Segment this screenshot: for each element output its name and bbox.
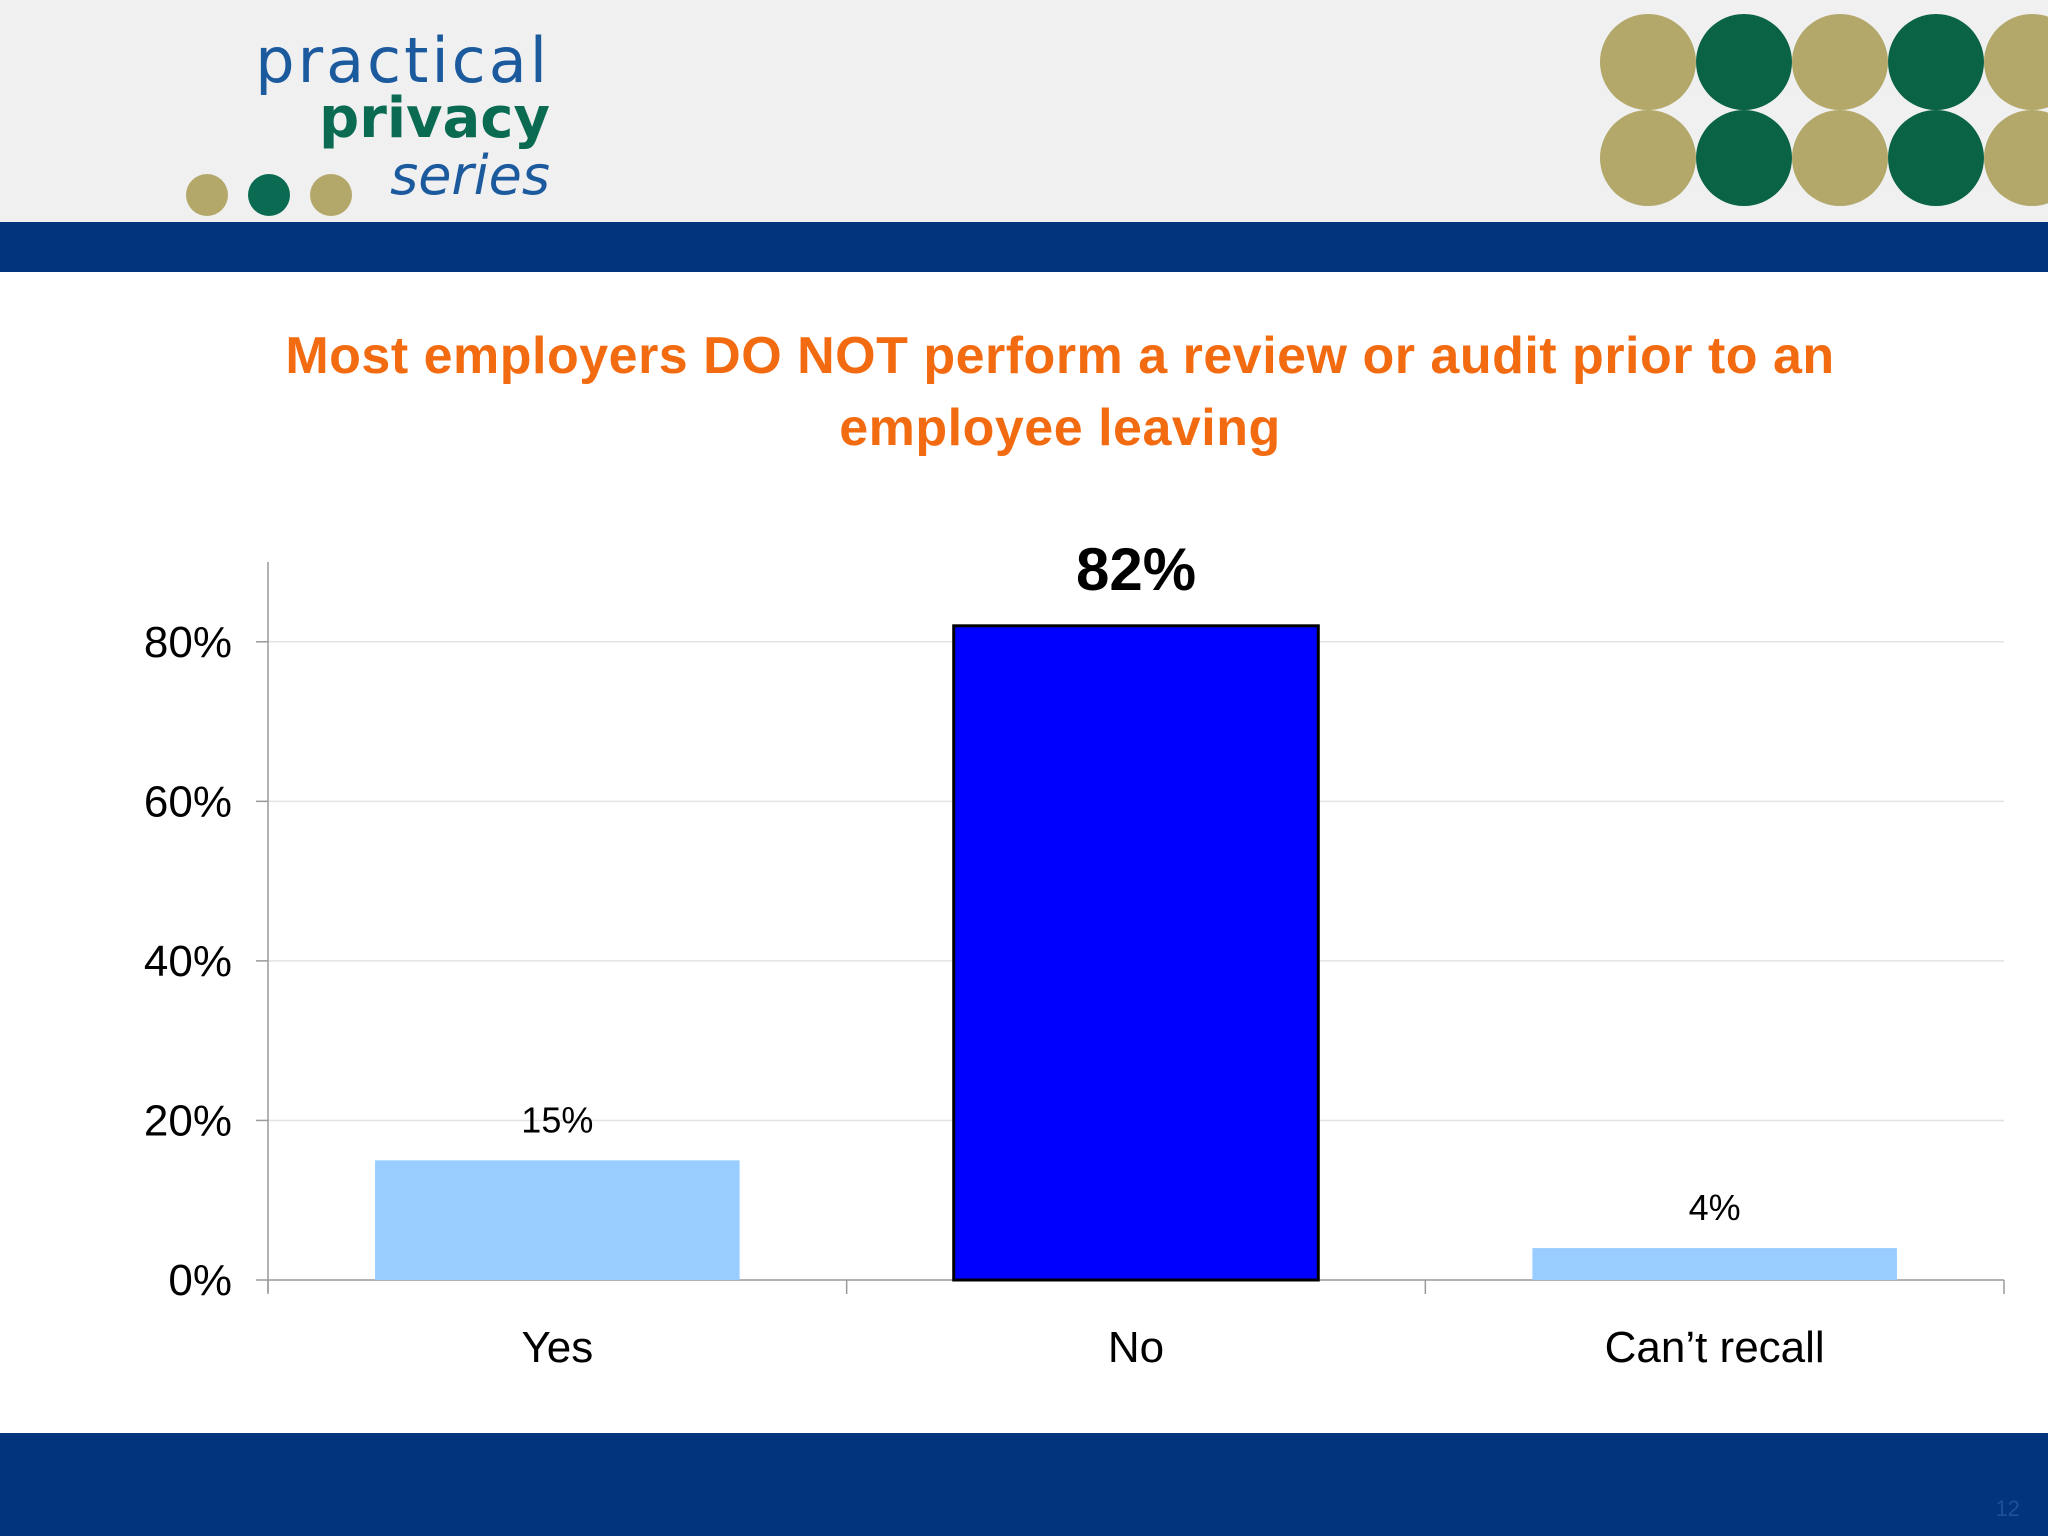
data-label: 15% bbox=[521, 1099, 593, 1140]
decorative-circle bbox=[1600, 110, 1696, 206]
page-number: 12 bbox=[1995, 1496, 2020, 1521]
decorative-circle bbox=[1696, 110, 1792, 206]
y-tick-label: 20% bbox=[144, 1096, 232, 1145]
decorative-circle bbox=[1984, 110, 2048, 206]
decorative-circle bbox=[1888, 14, 1984, 110]
x-tick-label: Can’t recall bbox=[1605, 1323, 1825, 1372]
y-tick-label: 60% bbox=[144, 777, 232, 826]
logo-text-practical: practical bbox=[255, 24, 550, 97]
data-label: 4% bbox=[1689, 1187, 1741, 1228]
decorative-circle bbox=[1600, 14, 1696, 110]
bar-chart: 0% 20% 40% 60% 80% 15% Yes 82% No 4% Can’t recall bbox=[0, 536, 2048, 1400]
decorative-circles bbox=[1600, 14, 2048, 210]
decorative-circle bbox=[1792, 14, 1888, 110]
logo-dot bbox=[310, 174, 352, 216]
bar-yes bbox=[375, 1160, 740, 1280]
logo-text-privacy: privacy bbox=[319, 86, 550, 151]
slide-title: Most employers DO NOT perform a review o… bbox=[285, 327, 1835, 457]
y-tick-label: 40% bbox=[144, 937, 232, 986]
y-tick-label: 80% bbox=[144, 618, 232, 667]
logo-dot bbox=[248, 174, 290, 216]
bar-no bbox=[952, 624, 1320, 1282]
bar-can-t-recall bbox=[1532, 1248, 1897, 1280]
decorative-circle bbox=[1792, 110, 1888, 206]
x-tick-label: Yes bbox=[521, 1323, 593, 1372]
data-label: 82% bbox=[1076, 540, 1196, 603]
logo-dot bbox=[186, 174, 228, 216]
header-band bbox=[0, 222, 2048, 272]
bar-chart-svg: 0% 20% 40% 60% 80% 15% Yes 82% No 4% Can’t recall bbox=[144, 536, 2005, 1372]
logo-text-series: series bbox=[390, 144, 550, 207]
y-tick-label: 0% bbox=[168, 1256, 232, 1305]
practical-privacy-series-logo: practical privacy series bbox=[180, 18, 550, 216]
decorative-circle bbox=[1984, 14, 2048, 110]
decorative-circle bbox=[1888, 110, 1984, 206]
header: practical privacy series bbox=[0, 0, 2048, 222]
x-tick-label: No bbox=[1108, 1323, 1164, 1372]
footer-band: 12 bbox=[0, 1433, 2048, 1536]
decorative-circle bbox=[1696, 14, 1792, 110]
